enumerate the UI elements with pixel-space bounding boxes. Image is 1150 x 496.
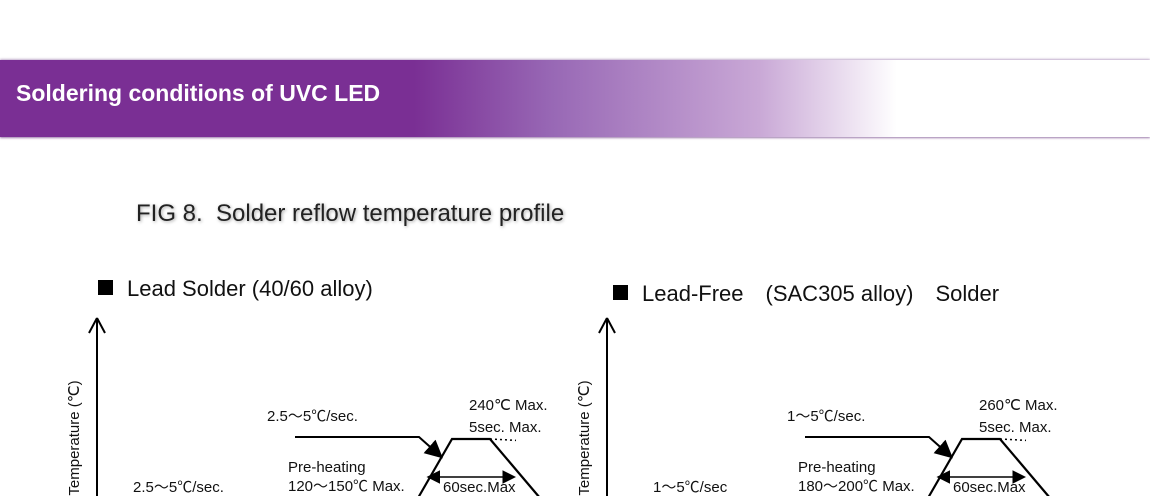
svg-text:2.5～5℃/sec.: 2.5～5℃/sec. [267, 408, 358, 425]
svg-text:Temperature (℃): Temperature (℃) [576, 380, 593, 495]
svg-text:2.5～5℃/sec.: 2.5～5℃/sec. [133, 479, 224, 496]
svg-text:5sec. Max.: 5sec. Max. [469, 419, 542, 436]
svg-text:180～200℃ Max.: 180～200℃ Max. [798, 478, 915, 495]
svg-text:240℃ Max.: 240℃ Max. [469, 397, 548, 414]
svg-text:Pre-heating: Pre-heating [288, 459, 366, 476]
svg-text:5sec. Max.: 5sec. Max. [979, 419, 1052, 436]
svg-text:60sec.Max: 60sec.Max [443, 479, 516, 496]
svg-text:260℃ Max.: 260℃ Max. [979, 397, 1058, 414]
svg-text:Temperature (℃): Temperature (℃) [66, 380, 83, 495]
svg-text:1～5℃/sec.: 1～5℃/sec. [787, 408, 865, 425]
svg-text:60sec.Max: 60sec.Max [953, 479, 1026, 496]
svg-text:Pre-heating: Pre-heating [798, 459, 876, 476]
svg-text:120～150℃ Max.: 120～150℃ Max. [288, 478, 405, 495]
svg-text:1～5℃/sec: 1～5℃/sec [653, 479, 728, 496]
